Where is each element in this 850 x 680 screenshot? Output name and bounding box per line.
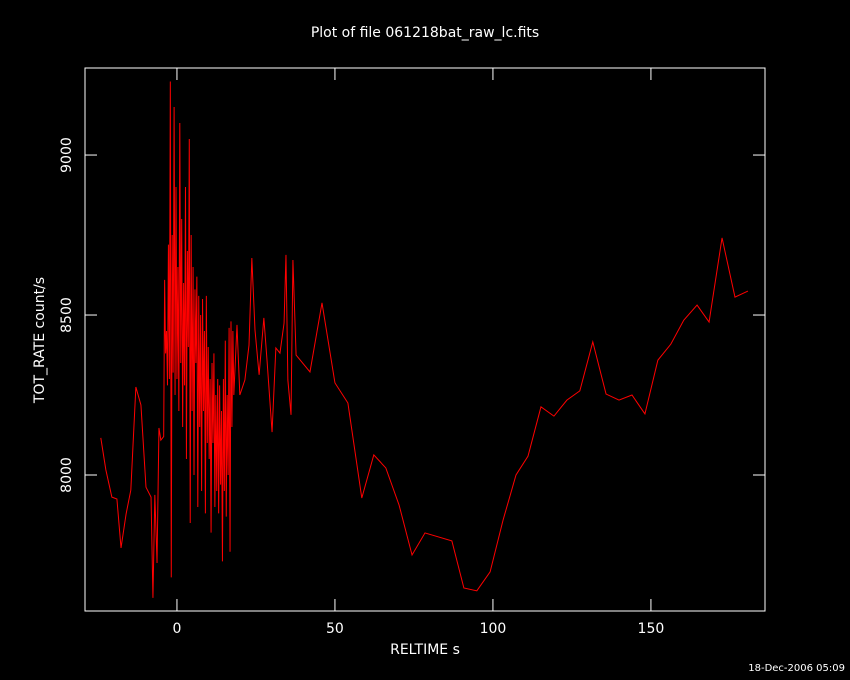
y-tick-label: 8000 xyxy=(59,457,75,493)
x-tick-label: 100 xyxy=(480,621,507,637)
y-tick-label: 8500 xyxy=(59,297,75,333)
y-tick-label: 9000 xyxy=(59,137,75,173)
x-tick-label: 50 xyxy=(326,621,344,637)
chart-title: Plot of file 061218bat_raw_lc.fits xyxy=(311,25,539,41)
x-tick-label: 0 xyxy=(172,621,181,637)
plot-frame xyxy=(84,67,766,612)
y-axis-label: TOT_RATE count/s xyxy=(32,277,48,404)
x-tick-label: 150 xyxy=(638,621,665,637)
x-axis-label: RELTIME s xyxy=(390,642,460,658)
footer-timestamp: 18-Dec-2006 05:09 xyxy=(748,663,845,674)
data-line xyxy=(100,81,749,598)
